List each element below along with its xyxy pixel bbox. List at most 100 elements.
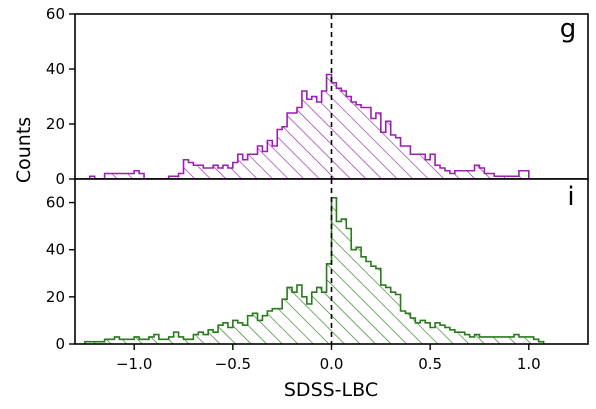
- bar-g: [104, 173, 110, 179]
- bar-i: [119, 339, 125, 344]
- bar-i: [129, 339, 135, 344]
- x-axis-label: SDSS-LBC: [284, 379, 378, 401]
- bar-i: [356, 247, 362, 344]
- bar-i: [400, 311, 406, 344]
- panel-i: i 0 20 40 60 −1.0 −0.5 0.0 0.5 1.0: [46, 178, 589, 373]
- y-tick-label-g: 60: [46, 5, 65, 23]
- bar-g: [341, 91, 347, 179]
- bar-i: [301, 296, 307, 344]
- bar-i: [430, 327, 436, 344]
- bar-i: [533, 339, 539, 344]
- bar-g: [168, 176, 174, 179]
- bar-g: [346, 96, 352, 179]
- bar-g: [479, 168, 485, 179]
- bar-i: [277, 308, 283, 344]
- bar-g: [183, 159, 189, 179]
- bar-i: [385, 287, 391, 344]
- bar-i: [346, 228, 352, 344]
- bar-i: [222, 322, 228, 344]
- bar-g: [366, 107, 371, 179]
- bar-g: [509, 176, 515, 179]
- bar-g: [390, 135, 396, 179]
- bar-i: [420, 320, 426, 344]
- bar-i: [89, 341, 95, 344]
- bar-i: [361, 256, 367, 344]
- bar-i: [311, 292, 317, 344]
- bar-g: [395, 137, 401, 179]
- series-g-bars: [89, 74, 529, 179]
- bar-i: [218, 325, 223, 344]
- bar-g: [193, 165, 199, 179]
- bar-i: [104, 339, 110, 344]
- bar-g: [504, 176, 510, 179]
- bar-i: [405, 313, 411, 344]
- bar-g: [351, 102, 357, 179]
- bar-g: [518, 170, 524, 179]
- bar-g: [311, 96, 317, 179]
- bar-i: [380, 285, 386, 344]
- bar-g: [494, 176, 500, 179]
- bar-i: [331, 197, 337, 344]
- bar-i: [479, 336, 485, 344]
- bar-i: [296, 285, 302, 344]
- bar-g: [306, 99, 312, 179]
- bar-i: [208, 329, 214, 344]
- bar-g: [247, 154, 253, 179]
- bar-g: [375, 113, 381, 179]
- bar-i: [454, 332, 460, 344]
- bar-g: [237, 154, 243, 179]
- bar-i: [395, 294, 401, 344]
- bar-i: [148, 336, 154, 344]
- bar-i: [523, 336, 529, 344]
- bar-i: [272, 308, 278, 344]
- bar-i: [504, 336, 510, 344]
- series-i-outline: [84, 197, 545, 344]
- y-axis-i: 0 20 40 60: [46, 194, 75, 353]
- bar-i: [173, 332, 179, 344]
- bar-i: [237, 322, 243, 344]
- bar-i: [306, 303, 312, 344]
- panel-g: g 0 20 40 60: [46, 5, 589, 188]
- bar-g: [232, 162, 238, 179]
- bar-i: [326, 263, 332, 344]
- bar-i: [193, 334, 199, 344]
- bar-i: [99, 341, 105, 344]
- bar-g: [420, 154, 426, 179]
- bar-i: [375, 268, 381, 344]
- x-tick-label: −1.0: [116, 355, 152, 373]
- bar-g: [316, 102, 322, 179]
- bar-g: [257, 146, 263, 179]
- bar-g: [114, 173, 120, 179]
- bar-g: [499, 176, 505, 179]
- panel-i-label: i: [567, 182, 574, 212]
- bar-i: [469, 336, 475, 344]
- bar-i: [109, 339, 115, 344]
- bar-g: [89, 176, 95, 179]
- bar-i: [489, 336, 495, 344]
- bar-g: [336, 88, 342, 179]
- bar-i: [459, 332, 465, 344]
- bar-i: [509, 336, 515, 344]
- bar-g: [272, 146, 278, 179]
- y-tick-label-i: 0: [55, 335, 65, 353]
- y-tick-label-g: 40: [46, 60, 65, 78]
- x-tick-label: 1.0: [517, 355, 541, 373]
- bar-i: [158, 339, 164, 344]
- bar-i: [124, 339, 130, 344]
- y-axis-g: 0 20 40 60: [46, 5, 75, 188]
- bar-i: [203, 334, 209, 344]
- bar-g: [208, 168, 214, 179]
- histogram-step-i: [84, 197, 545, 344]
- y-tick-label-i: 60: [46, 194, 65, 212]
- bar-i: [538, 341, 544, 344]
- bar-i: [227, 327, 233, 344]
- bar-i: [464, 334, 470, 344]
- bar-g: [489, 173, 495, 179]
- bar-g: [282, 126, 288, 179]
- bar-g: [267, 140, 273, 179]
- bar-g: [198, 165, 204, 179]
- bar-g: [440, 168, 445, 179]
- bar-i: [366, 261, 371, 344]
- bar-g: [119, 173, 125, 179]
